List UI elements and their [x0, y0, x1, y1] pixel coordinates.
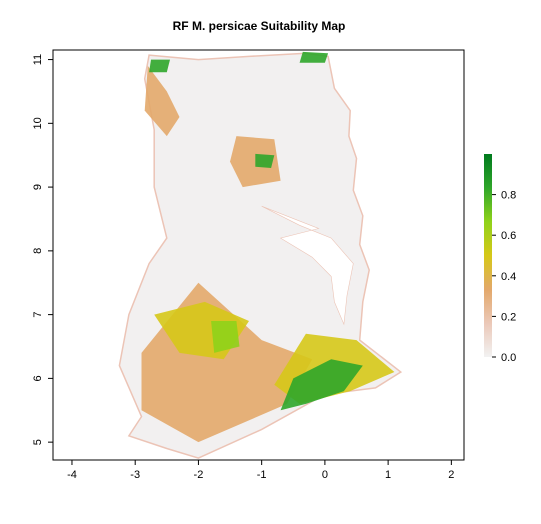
y-tick-label: 5: [32, 439, 44, 445]
color-legend: 0.0 0.2 0.4 0.6 0.8: [484, 154, 516, 364]
map-layer: [118, 51, 403, 459]
lake-volta: [261, 205, 354, 326]
y-tick-label: 8: [32, 248, 44, 254]
legend-tick-label: 0.4: [501, 271, 516, 283]
x-tick-label: -3: [130, 469, 140, 481]
x-tick-label: -4: [67, 469, 77, 481]
y-tick-label: 6: [32, 375, 44, 381]
legend-tick-label: 0.6: [501, 230, 516, 242]
x-tick-label: -1: [257, 469, 267, 481]
y-tick-label: 10: [32, 117, 44, 129]
suitability-zone: [144, 65, 180, 137]
x-tick-label: 0: [322, 469, 328, 481]
y-tick-label: 9: [32, 184, 44, 190]
suitability-zone: [299, 51, 329, 63]
suitability-zone: [211, 321, 240, 353]
y-tick-label: 7: [32, 312, 44, 318]
x-tick-label: 2: [448, 469, 454, 481]
x-axis: -4 -3 -2 -1 0 1 2: [67, 459, 454, 481]
legend-color-bar: [484, 154, 492, 357]
suitability-zone: [255, 153, 275, 168]
y-tick-label: 11: [32, 54, 44, 65]
suitability-zone: [280, 359, 363, 411]
legend-tick-label: 0.2: [501, 311, 516, 323]
legend-tick-label: 0.0: [501, 352, 516, 364]
map-title: RF M. persicae Suitability Map: [173, 19, 346, 33]
suitability-zone: [149, 59, 170, 73]
y-axis: 5 6 7 8 9 10 11: [32, 54, 54, 445]
x-tick-label: -2: [194, 469, 204, 481]
legend-ticks: 0.0 0.2 0.4 0.6 0.8: [492, 190, 516, 364]
legend-tick-label: 0.8: [501, 190, 516, 202]
x-tick-label: 1: [385, 469, 391, 481]
